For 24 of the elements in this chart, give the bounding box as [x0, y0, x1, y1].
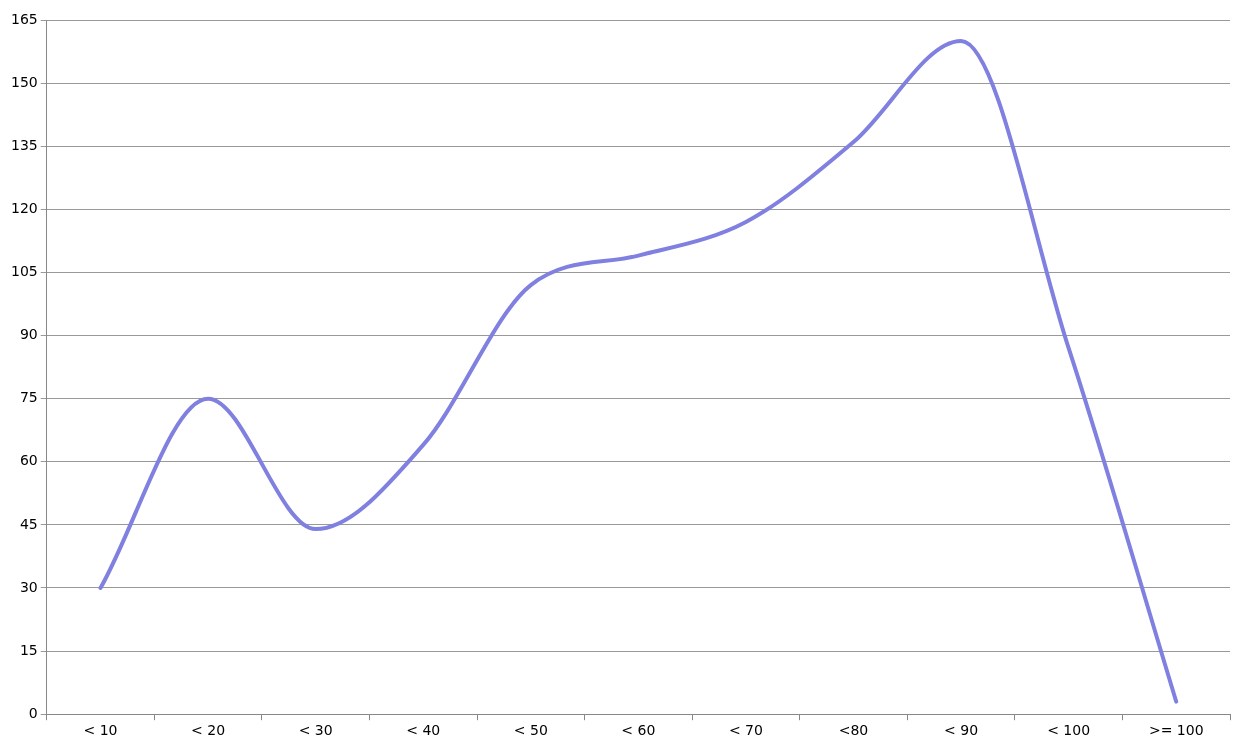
x-tick-label: < 70: [728, 722, 763, 739]
y-tick-label: 45: [19, 515, 38, 532]
y-tick-label: 105: [10, 263, 38, 280]
x-tick-label: < 60: [621, 722, 656, 739]
x-tick-label: < 50: [513, 722, 548, 739]
x-tick-label: < 10: [83, 722, 118, 739]
x-tick-label: < 30: [298, 722, 333, 739]
y-tick-label: 75: [19, 389, 38, 406]
y-tick-label: 30: [19, 578, 38, 595]
x-tick-label: >= 100: [1148, 722, 1204, 739]
y-tick-label: 0: [28, 704, 38, 721]
y-tick-label: 135: [10, 136, 38, 153]
y-tick-label: 15: [19, 641, 38, 658]
y-tick-label: 60: [19, 452, 38, 469]
y-tick-label: 120: [10, 199, 38, 216]
line-series: [98, 39, 1179, 704]
x-tick-label: < 20: [191, 722, 226, 739]
x-tick-label: < 100: [1047, 722, 1091, 739]
x-tick-label: <80: [838, 722, 869, 739]
x-tick-label: < 90: [944, 722, 979, 739]
y-tick-label: 150: [10, 73, 38, 90]
y-tick-label: 90: [19, 326, 38, 343]
x-tick-label: < 40: [406, 722, 441, 739]
y-tick-label: 165: [10, 10, 38, 27]
